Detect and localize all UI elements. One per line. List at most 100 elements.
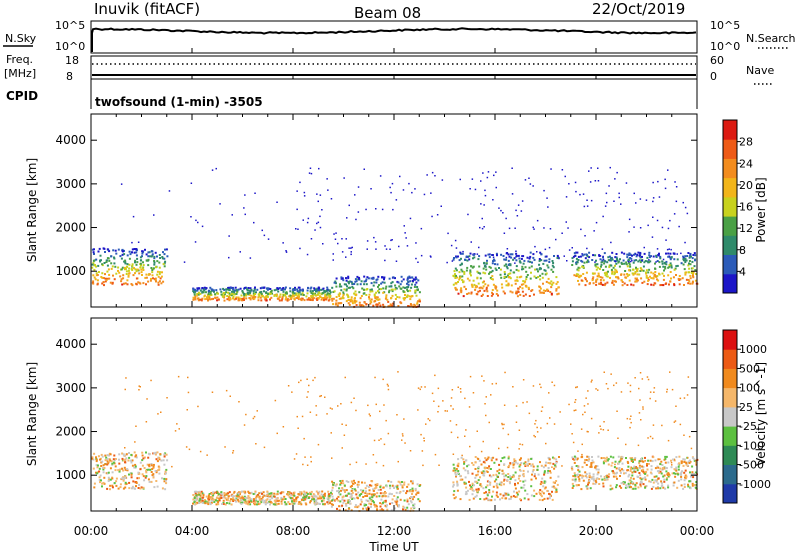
scatter-point xyxy=(315,405,317,407)
scatter-point xyxy=(680,475,683,478)
scatter-point xyxy=(534,423,536,425)
scatter-point xyxy=(461,252,464,255)
scatter-point xyxy=(626,273,629,275)
scatter-point xyxy=(362,288,365,291)
scatter-point xyxy=(515,259,518,262)
scatter-point xyxy=(688,480,691,483)
scatter-point xyxy=(643,246,645,249)
scatter-point xyxy=(215,289,218,292)
scatter-point xyxy=(104,273,106,276)
scatter-point xyxy=(120,257,123,260)
scatter-point xyxy=(463,482,466,485)
scatter-point xyxy=(223,492,226,494)
colorbar-tick-label: -100 xyxy=(739,439,764,452)
scatter-point xyxy=(98,470,101,473)
scatter-point xyxy=(311,498,314,501)
scatter-point xyxy=(397,505,400,508)
scatter-point xyxy=(665,455,668,458)
scatter-point xyxy=(108,277,111,280)
scatter-point xyxy=(353,292,356,295)
scatter-point xyxy=(295,498,298,501)
scatter-point xyxy=(447,232,449,235)
scatter-point xyxy=(650,277,653,280)
scatter-point xyxy=(634,271,637,273)
scatter-point xyxy=(196,294,199,297)
scatter-point xyxy=(340,285,343,288)
scatter-point xyxy=(402,435,404,437)
scatter-point xyxy=(572,457,575,460)
scatter-point xyxy=(694,254,697,257)
scatter-point xyxy=(395,491,398,494)
scatter-point xyxy=(318,287,321,290)
scatter-point xyxy=(165,468,168,471)
scatter-point xyxy=(162,251,164,254)
scatter-point xyxy=(531,289,534,291)
scatter-point xyxy=(129,253,132,256)
scatter-point xyxy=(369,288,372,291)
scatter-point xyxy=(492,485,495,488)
scatter-point xyxy=(104,454,107,457)
scatter-point xyxy=(110,262,113,265)
scatter-point xyxy=(556,483,559,486)
scatter-point xyxy=(416,286,419,288)
scatter-point xyxy=(162,280,165,283)
scatter-point xyxy=(390,282,393,285)
scatter-point xyxy=(455,288,457,291)
scatter-point xyxy=(532,256,535,259)
scatter-point xyxy=(679,423,682,426)
scatter-point xyxy=(515,292,518,295)
freq-tick-top: 18 xyxy=(65,54,79,67)
scatter-point xyxy=(142,269,145,271)
scatter-point xyxy=(163,262,166,265)
scatter-point xyxy=(514,496,517,498)
scatter-point xyxy=(253,499,255,502)
scatter-point xyxy=(215,167,217,170)
scatter-point xyxy=(499,498,501,501)
scatter-point xyxy=(458,271,461,274)
scatter-point xyxy=(470,274,472,277)
scatter-point xyxy=(524,280,527,283)
scatter-point xyxy=(450,397,453,399)
scatter-point xyxy=(199,450,202,453)
scatter-point xyxy=(611,272,614,275)
scatter-point xyxy=(206,294,209,297)
scatter-point xyxy=(368,296,370,299)
scatter-point xyxy=(240,498,243,501)
scatter-point xyxy=(508,498,511,501)
scatter-point xyxy=(414,188,416,190)
scatter-point xyxy=(228,292,231,295)
scatter-point xyxy=(514,282,517,285)
scatter-point xyxy=(138,477,140,480)
scatter-point xyxy=(539,267,542,270)
scatter-point xyxy=(301,292,304,295)
scatter-point xyxy=(394,284,397,287)
scatter-point xyxy=(109,488,111,491)
scatter-point xyxy=(141,464,144,467)
scatter-point xyxy=(540,253,543,256)
scatter-point xyxy=(134,465,137,468)
scatter-point xyxy=(626,284,629,286)
scatter-point xyxy=(341,488,344,491)
scatter-point xyxy=(387,432,390,435)
scatter-point xyxy=(455,468,458,470)
scatter-point xyxy=(675,456,678,459)
scatter-point xyxy=(140,264,142,267)
scatter-point xyxy=(235,500,237,503)
scatter-point xyxy=(577,255,580,258)
scatter-point xyxy=(253,415,256,418)
scatter-point xyxy=(692,273,694,276)
scatter-point xyxy=(653,475,656,478)
scatter-point xyxy=(331,503,334,506)
scatter-point xyxy=(407,283,410,286)
scatter-point xyxy=(355,280,358,283)
scatter-point xyxy=(382,486,385,489)
scatter-point xyxy=(269,500,272,503)
scatter-point xyxy=(113,482,116,485)
scatter-point xyxy=(365,208,367,211)
scatter-point xyxy=(346,499,349,502)
scatter-point xyxy=(228,256,230,259)
scatter-point xyxy=(111,484,114,487)
scatter-point xyxy=(378,288,381,291)
scatter-point xyxy=(231,494,234,497)
scatter-point xyxy=(643,252,646,255)
